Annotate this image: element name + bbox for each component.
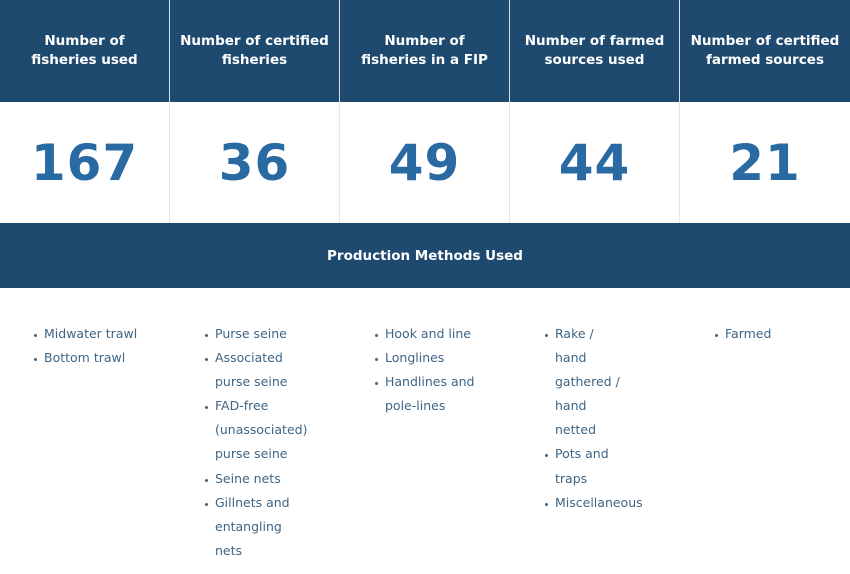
method-item: Rake / hand gathered / hand netted (545, 322, 622, 442)
method-item: Farmed (715, 322, 842, 346)
production-methods-row: Midwater trawl Bottom trawl Purse seine … (0, 288, 850, 563)
method-item: Handlines and pole-lines (375, 370, 504, 418)
header-farmed-sources-used: Number of farmed sources used (510, 0, 680, 102)
methods-column-line: Hook and line Longlines Handlines and po… (340, 322, 510, 563)
methods-column-farmed: Farmed (680, 322, 850, 563)
method-item: Pots and traps (545, 442, 622, 490)
value-fisheries-used: 167 (0, 102, 170, 223)
method-item: Seine nets (205, 467, 300, 491)
header-certified-fisheries: Number of certified fisheries (170, 0, 340, 102)
methods-column-seine: Purse seine Associated purse seine FAD-f… (170, 322, 340, 563)
method-item: Midwater trawl (34, 322, 162, 346)
method-item: Bottom trawl (34, 346, 162, 370)
methods-list: Midwater trawl Bottom trawl (0, 322, 170, 370)
methods-column-hand: Rake / hand gathered / hand netted Pots … (510, 322, 680, 563)
production-methods-heading: Production Methods Used (0, 223, 850, 288)
method-item: Gillnets and entangling nets (205, 491, 300, 563)
method-item: Miscellaneous (545, 491, 643, 515)
value-certified-fisheries: 36 (170, 102, 340, 223)
value-farmed-sources-used: 44 (510, 102, 680, 223)
methods-list: Rake / hand gathered / hand netted Pots … (510, 322, 680, 515)
header-certified-farmed-sources: Number of certified farmed sources (690, 32, 840, 69)
header-fisheries-in-fip: Number of fisheries in a FIP (340, 0, 510, 102)
method-item: Hook and line (375, 322, 504, 346)
value-fisheries-in-fip: 49 (340, 102, 510, 223)
method-item: FAD-free (unassociated) purse seine (205, 394, 307, 466)
methods-list: Hook and line Longlines Handlines and po… (340, 322, 510, 418)
method-item: Longlines (375, 346, 504, 370)
value-certified-farmed-sources: 21 (729, 133, 801, 192)
methods-list: Farmed (680, 322, 850, 346)
stats-header-row: Number of fisheries used Number of certi… (0, 0, 850, 102)
methods-column-trawl: Midwater trawl Bottom trawl (0, 322, 170, 563)
stats-values-row: 167 36 49 44 21 (0, 102, 850, 223)
method-item: Purse seine (205, 322, 300, 346)
header-fisheries-used: Number of fisheries used (0, 0, 170, 102)
method-item: Associated purse seine (205, 346, 300, 394)
methods-list: Purse seine Associated purse seine FAD-f… (170, 322, 340, 563)
